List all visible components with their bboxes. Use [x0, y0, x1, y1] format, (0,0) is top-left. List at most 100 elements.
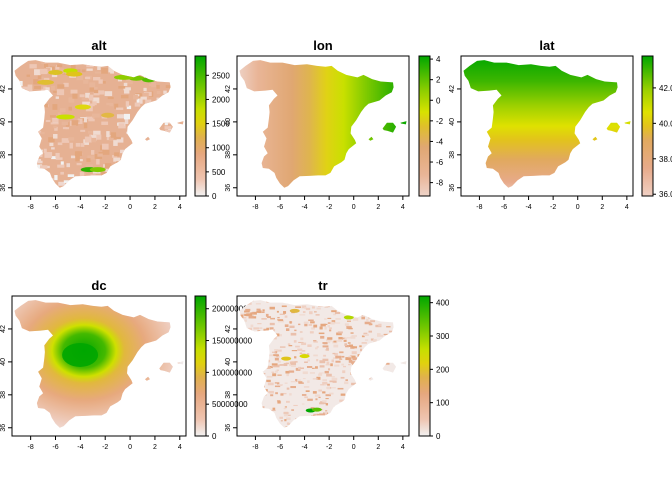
raster-cell	[331, 376, 335, 378]
raster-cell	[318, 396, 321, 399]
raster-cell	[250, 383, 254, 386]
raster-cell	[362, 421, 365, 424]
raster-cell	[36, 154, 43, 158]
raster-fill	[463, 60, 631, 188]
raster-cell	[274, 357, 279, 361]
raster-cell	[159, 181, 166, 185]
raster-cell	[26, 88, 33, 92]
raster-cell	[99, 60, 107, 66]
raster-cell	[93, 130, 101, 136]
raster-cell	[166, 72, 171, 76]
raster-cell	[371, 353, 377, 357]
raster-cell	[57, 164, 65, 168]
raster-cell	[60, 171, 64, 175]
raster-cell	[93, 77, 101, 81]
x-tick-label: -8	[28, 204, 34, 211]
raster-cell	[321, 300, 325, 302]
raster-cell	[245, 417, 250, 421]
raster-cell	[384, 339, 388, 342]
raster-cell	[24, 109, 33, 114]
raster-cell	[248, 327, 253, 331]
x-tick-label: -8	[252, 444, 258, 451]
raster-cell	[273, 354, 279, 356]
raster-cell	[304, 361, 308, 363]
raster-cell	[80, 186, 86, 188]
raster-cell	[101, 184, 106, 188]
raster-cell	[91, 137, 97, 143]
raster-cell	[363, 352, 369, 356]
raster-cell	[315, 314, 320, 316]
raster-cell	[306, 366, 313, 368]
raster-cell	[359, 359, 363, 361]
raster-cell	[271, 351, 277, 353]
raster-cell	[329, 392, 334, 395]
raster-cell	[257, 330, 261, 333]
plot-frame	[236, 55, 410, 197]
raster-cell	[87, 155, 95, 159]
raster-cell	[312, 391, 317, 394]
raster-cell	[51, 147, 55, 150]
raster-cell	[348, 363, 351, 366]
raster-cell	[258, 406, 265, 410]
raster-cell	[60, 60, 64, 62]
raster-cell	[324, 370, 329, 374]
raster-cell	[91, 150, 95, 155]
raster-cell	[246, 354, 250, 357]
raster-cell	[18, 125, 26, 129]
raster-cell	[38, 110, 43, 114]
raster-cell	[263, 328, 269, 332]
raster-cell	[386, 398, 391, 400]
raster-cell	[343, 409, 348, 412]
raster-cell	[378, 323, 382, 327]
legend-tick-label: -6	[436, 158, 444, 167]
raster-cell	[310, 415, 315, 418]
raster-cell	[61, 121, 69, 126]
raster-cell	[27, 169, 32, 173]
raster-cell	[153, 143, 158, 147]
raster-cell	[376, 358, 379, 361]
raster-cell	[339, 303, 344, 305]
raster-cell	[256, 355, 260, 359]
raster-cell	[385, 311, 390, 315]
raster-cell	[242, 394, 246, 396]
raster-cell	[301, 342, 307, 346]
raster-cell	[46, 96, 51, 99]
raster-cell	[106, 131, 110, 138]
raster-cell	[128, 148, 134, 152]
x-tick-label: -4	[525, 204, 531, 211]
raster-cell	[253, 412, 259, 414]
x-tick-label: 4	[401, 204, 405, 211]
raster-cell	[251, 316, 257, 319]
raster-cell	[364, 321, 370, 325]
raster-cell	[361, 421, 366, 423]
legend-tick-label: 42.0	[659, 84, 672, 93]
raster-cell	[366, 376, 371, 380]
raster-cell	[83, 178, 92, 183]
raster-cell	[359, 389, 363, 392]
raster-cell	[240, 382, 246, 386]
raster-cell	[293, 424, 300, 427]
raster-cell	[89, 87, 95, 92]
raster-cell	[290, 332, 297, 336]
y-tick-label: 38	[449, 151, 456, 159]
x-tick-label: -6	[277, 444, 283, 451]
raster-cell	[299, 331, 303, 333]
raster-cell	[139, 117, 148, 121]
raster-cell	[362, 364, 365, 367]
raster-cell	[315, 347, 318, 350]
raster-cell	[350, 372, 354, 375]
raster-cell	[380, 370, 386, 372]
raster-cell	[313, 354, 318, 357]
raster-cell	[341, 304, 348, 306]
raster-cell	[116, 186, 121, 188]
raster-cell	[149, 84, 153, 87]
raster-cell	[314, 394, 321, 397]
raster-cell	[340, 393, 346, 396]
raster-cell	[320, 335, 325, 339]
raster-cell	[356, 410, 362, 413]
raster-cell	[350, 420, 357, 422]
raster-lat	[463, 60, 631, 188]
raster-cell	[367, 390, 371, 394]
raster-cell	[291, 350, 298, 352]
raster-cell	[320, 323, 326, 327]
